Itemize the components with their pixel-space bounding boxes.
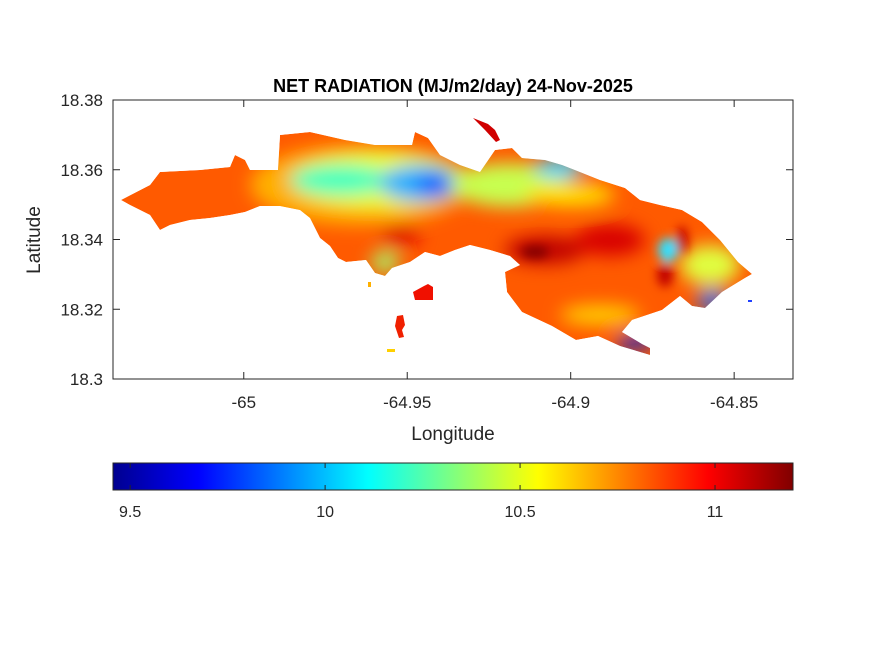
islet-2: [395, 315, 405, 338]
islet-3: [387, 349, 395, 352]
x-axis-label: Longitude: [411, 424, 494, 445]
islet-ne: [473, 118, 500, 142]
field-darkred-e2: [657, 263, 673, 287]
x-tick-label: -64.95: [383, 393, 431, 412]
colorbar-tick-label: 10.5: [504, 504, 535, 521]
field-yellow-3: [525, 183, 615, 207]
y-tick-label: 18.34: [60, 231, 103, 250]
field-red-w: [380, 223, 420, 247]
colorbar-tick-label: 10: [316, 504, 334, 521]
field-cyan: [290, 165, 390, 195]
colorbar-gradient: [112, 462, 794, 491]
y-tick-label: 18.32: [60, 300, 103, 319]
y-axis-label: Latitude: [24, 206, 45, 274]
islet-1: [413, 284, 433, 300]
y-axis: 18.3 18.32 18.34 18.36 18.38: [60, 91, 793, 389]
field-yellow-e: [680, 245, 740, 285]
y-tick-label: 18.3: [70, 370, 103, 389]
x-tick-label: -64.9: [551, 393, 590, 412]
x-tick-label: -64.85: [710, 393, 758, 412]
islet-4: [368, 282, 371, 287]
field-yellow-s: [560, 305, 640, 325]
field-yellow-bay: [371, 252, 399, 272]
x-axis: -65 -64.95 -64.9 -64.85: [231, 100, 758, 412]
colorbar-ticks: 9.5 10 10.5 11: [119, 463, 723, 521]
colorbar-tick-label: 9.5: [119, 504, 141, 521]
field-darkest: [521, 246, 549, 258]
heatmap-surface: [121, 118, 752, 355]
y-tick-label: 18.38: [60, 91, 103, 110]
y-tick-label: 18.36: [60, 161, 103, 180]
field-cyan-spot: [658, 238, 678, 262]
islet-e: [748, 300, 752, 302]
x-tick-label: -65: [231, 393, 256, 412]
field-darkred-2: [575, 224, 645, 256]
field-darkred-e: [676, 226, 688, 254]
colorbar-tick-label: 11: [707, 504, 724, 521]
chart-title: NET RADIATION (MJ/m2/day) 24-Nov-2025: [273, 76, 633, 96]
colorbar: 9.5 10 10.5 11: [112, 462, 794, 521]
